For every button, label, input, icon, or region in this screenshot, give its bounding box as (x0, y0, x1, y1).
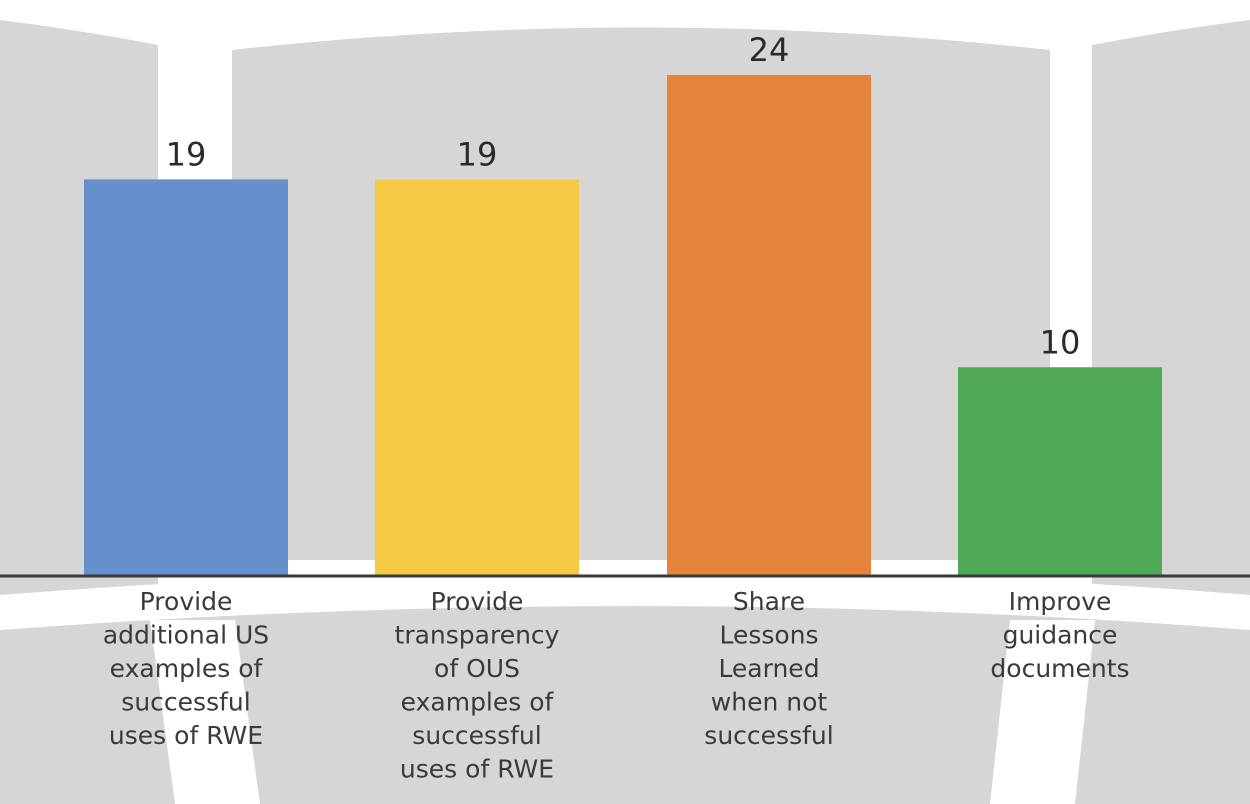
category-label-3: Share Lessons Learned when not successful (704, 587, 833, 750)
category-label-line: Learned (718, 654, 819, 683)
category-label-4: Improve guidance documents (990, 587, 1129, 683)
bar-1 (84, 179, 288, 576)
category-label-line: when not (711, 688, 828, 717)
category-label-line: uses of RWE (400, 755, 554, 784)
category-label-line: documents (990, 654, 1129, 683)
category-label-1: Provide additional US examples of successfu… (103, 587, 269, 750)
category-label-line: Lessons (719, 621, 818, 650)
bar-3 (667, 75, 871, 576)
category-label-line: transparency (395, 621, 560, 650)
category-label-line: uses of RWE (109, 721, 263, 750)
bg-panel-bottom (0, 595, 1250, 804)
category-label-line: additional US (103, 621, 269, 650)
category-label-line: Share (733, 587, 805, 616)
category-label-line: successful (704, 721, 833, 750)
category-label-line: examples of (401, 688, 555, 717)
category-label-2: Provide transparency of OUS examples of succ… (395, 587, 560, 784)
value-label-3: 24 (749, 31, 790, 69)
category-label-line: guidance (1003, 621, 1118, 650)
category-label-line: Provide (140, 587, 233, 616)
category-labels: Provide additional US examples of successfu… (103, 587, 1130, 784)
bar-4 (958, 367, 1162, 576)
category-label-line: Improve (1009, 587, 1112, 616)
bg-panel-center (232, 27, 1050, 560)
bg-gap-left (150, 620, 260, 804)
value-label-1: 19 (166, 135, 207, 173)
bars (84, 75, 1162, 576)
category-label-line: of OUS (434, 654, 520, 683)
category-label-line: examples of (110, 654, 264, 683)
bar-2 (375, 179, 579, 576)
bg-gap-band (0, 570, 1250, 630)
bg-gap-right (990, 620, 1095, 804)
value-label-4: 10 (1040, 323, 1081, 361)
category-label-line: successful (412, 721, 541, 750)
value-labels: 19 19 24 10 (166, 31, 1081, 361)
value-label-2: 19 (457, 135, 498, 173)
category-label-line: Provide (431, 587, 524, 616)
category-label-line: successful (121, 688, 250, 717)
